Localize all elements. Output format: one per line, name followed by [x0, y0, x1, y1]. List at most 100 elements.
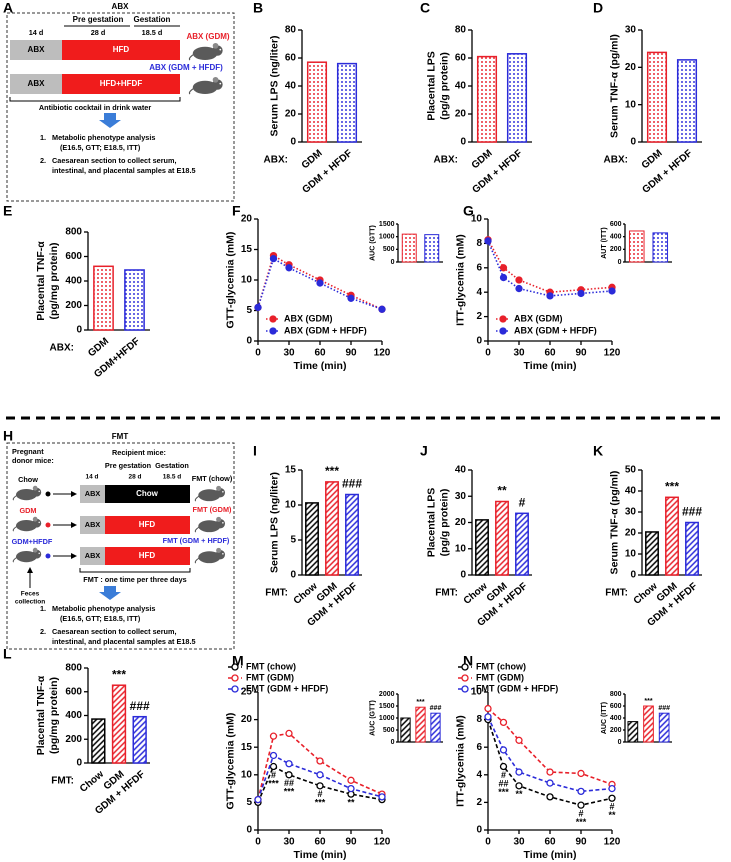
legend-label: FMT (GDM): [476, 672, 524, 682]
block-label: HFD: [139, 520, 156, 529]
significance-label: **: [515, 789, 523, 799]
y-tick-label: 400: [610, 715, 622, 722]
block-label: HFD: [113, 45, 130, 54]
diagram-frame: [6, 12, 235, 202]
significance-label: ***: [644, 698, 652, 705]
group-label: ABX:: [434, 155, 458, 166]
y-tick-label: 80: [285, 25, 297, 36]
x-tick-label: 0: [255, 348, 261, 359]
y-tick-label: 600: [65, 686, 82, 697]
y-axis-label: GTT-glycemia (mM): [225, 232, 237, 329]
data-point: [316, 782, 324, 790]
significance-label: ###: [430, 705, 442, 712]
duration-label: 14 d: [29, 28, 44, 37]
abx-block: [80, 547, 105, 565]
y-axis-label: (pg/g protein): [439, 489, 451, 557]
fmt-diagram: H FMT Pregnant donor mice: Recipient mic…: [3, 428, 235, 650]
y-tick-label: 1500: [379, 221, 395, 228]
y-tick-label: 40: [455, 465, 467, 476]
y-axis-label: ITT-glycemia (mM): [455, 715, 467, 807]
y-axis-label: Placental LPS: [426, 488, 438, 557]
series-line: [487, 716, 613, 793]
mouse-icon: [12, 547, 42, 563]
y-tick-label: 20: [625, 62, 637, 73]
x-tick-label: GDM: [470, 148, 495, 171]
block-label: HFD: [139, 551, 156, 560]
data-point: [316, 279, 324, 287]
duration-label: 18.5 d: [163, 474, 181, 481]
x-tick-label: 30: [283, 348, 295, 359]
y-tick-label: 0: [460, 137, 466, 148]
bar: [676, 59, 698, 143]
group-outcome: FMT (GDM): [193, 505, 232, 514]
data-point: [608, 794, 616, 802]
panel-letter: L: [3, 646, 12, 662]
x-tick-label: 90: [345, 837, 357, 848]
data-point: [254, 303, 262, 312]
y-tick-label: 20: [241, 214, 253, 225]
feces-icon: [45, 522, 51, 528]
data-point: [378, 793, 386, 801]
y-tick-label: 0: [391, 739, 395, 746]
legend-marker: [499, 327, 507, 335]
y-tick-label: 10: [455, 543, 467, 554]
bracket: [9, 97, 181, 102]
group-label: ABX:: [604, 155, 628, 166]
bar: [305, 502, 319, 576]
diagram-frame: [6, 442, 235, 650]
data-point: [546, 768, 554, 776]
data-point: [285, 264, 293, 272]
y-tick-label: 1000: [379, 715, 395, 722]
y-tick-label: 400: [65, 276, 82, 287]
y-tick-label: 4: [476, 287, 482, 298]
significance-label: ###: [658, 705, 670, 712]
y-tick-label: 600: [610, 221, 622, 228]
significance-label: #: [519, 495, 526, 509]
significance-label: ***: [325, 464, 339, 478]
data-point: [546, 779, 554, 787]
y-tick-label: 8: [476, 238, 482, 249]
bar: [401, 233, 417, 263]
data-point: [285, 771, 293, 779]
x-tick-label: 30: [513, 348, 525, 359]
diagram-note: Antibiotic cocktail in drink water: [39, 103, 151, 112]
data-point: [577, 769, 585, 778]
step-number: 2.: [40, 627, 46, 636]
x-tick-label: Chow: [462, 581, 490, 607]
data-point: [347, 776, 355, 784]
abx-block: [10, 40, 62, 60]
x-tick-label: 120: [604, 348, 621, 359]
data-point: [269, 254, 278, 263]
block-label: ABX: [28, 79, 46, 88]
y-tick-label: 10: [471, 687, 483, 698]
y-tick-label: 0: [630, 570, 636, 581]
series-line: [257, 765, 383, 803]
y-tick-label: 2: [476, 311, 482, 322]
y-tick-label: 0: [618, 739, 622, 746]
diagram-note: FMT : one time per three days: [83, 575, 186, 584]
x-axis-label: Time (min): [294, 849, 347, 861]
y-axis-label: AUC (ITT): [601, 702, 608, 734]
y-tick-label: 800: [610, 691, 622, 698]
legend-label: ABX (GDM + HFDF): [514, 325, 597, 335]
y-tick-label: 0: [391, 259, 395, 266]
y-axis-label: GTT-glycemia (mM): [225, 713, 237, 810]
panel-letter: H: [3, 428, 13, 444]
donor-label: Pregnant: [12, 447, 44, 456]
block-label: ABX: [85, 489, 101, 498]
y-tick-label: 10: [471, 214, 483, 225]
duration-label: 28 d: [91, 28, 106, 37]
y-tick-label: 200: [610, 727, 622, 734]
bar: [430, 712, 441, 743]
group-outcome: FMT (chow): [192, 474, 233, 483]
step-text: (E16.5, GTT; E18.5, ITT): [60, 614, 141, 623]
x-tick-label: 120: [374, 837, 391, 848]
feces-label: collection: [15, 599, 45, 606]
x-tick-label: Chow: [292, 581, 320, 607]
y-tick-label: 0: [76, 758, 82, 769]
diet-block: [62, 40, 180, 60]
group-label: FMT:: [265, 588, 288, 599]
y-tick-label: 0: [476, 336, 482, 347]
group-outcome: FMT (GDM + HFDF): [163, 536, 230, 545]
feces-icon: [45, 491, 51, 497]
